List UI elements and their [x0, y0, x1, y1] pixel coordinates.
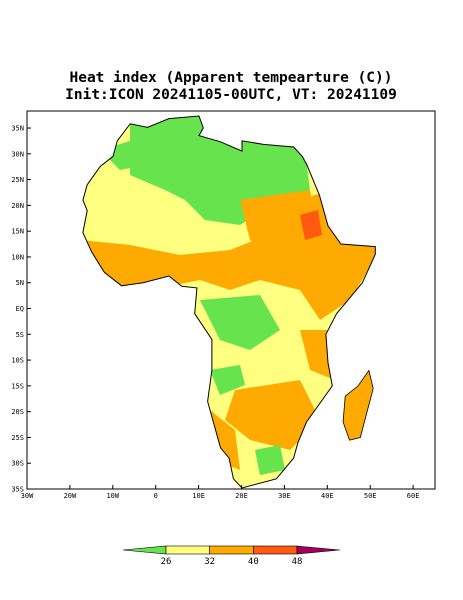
colorbar-label: 40 [248, 557, 259, 567]
x-tick-label: 20W [64, 492, 77, 500]
y-tick-label: 35N [11, 125, 24, 133]
y-tick-label: 15N [11, 228, 24, 236]
x-tick-label: 60E [407, 492, 420, 500]
x-tick-label: 0 [154, 492, 158, 500]
colorbar-label: 48 [292, 557, 303, 567]
x-tick-label: 50E [364, 492, 377, 500]
y-tick-label: EQ [16, 305, 24, 313]
y-tick-label: 5S [16, 331, 24, 339]
axes: 30W 20W 10W 0 10E 20E 30E 40E 50E 60E 35S 30S 25S 20S… [11, 125, 419, 500]
zone [200, 295, 280, 350]
x-tick-label: 30E [278, 492, 291, 500]
y-tick-label: 20N [11, 202, 24, 210]
zone [100, 135, 150, 170]
colorbar-low [122, 545, 167, 555]
y-tick-label: 30S [11, 460, 24, 468]
x-tick-label: 40E [321, 492, 334, 500]
colorbar-box [165, 545, 210, 555]
y-tick-label: 30N [11, 150, 24, 158]
y-tick-label: 20S [11, 408, 24, 416]
subtitle: Init:ICON 20241105-00UTC, VT: 20241109 [65, 87, 397, 103]
y-tick-label: 35S [11, 486, 24, 494]
y-tick-label: 15S [11, 382, 24, 390]
title: Heat index (Apparent tempearture (C)) [69, 70, 392, 86]
zone [255, 445, 285, 475]
colorbar-box [209, 545, 254, 555]
colorbar-label: 32 [204, 557, 215, 567]
y-tick-label: 25N [11, 176, 24, 184]
x-tick-label: 10W [106, 492, 119, 500]
zone [300, 210, 322, 240]
x-tick-label: 10E [192, 492, 205, 500]
x-tick-label: 30W [21, 492, 34, 500]
y-tick-label: 10S [11, 357, 24, 365]
colorbar: 26 32 40 48 [122, 545, 341, 567]
zone [225, 380, 320, 450]
zone [210, 365, 245, 395]
madagascar [342, 369, 374, 441]
y-tick-label: 25S [11, 434, 24, 442]
y-tick-label: 5N [16, 279, 24, 287]
y-tick-label: 10N [11, 253, 24, 261]
colorbar-box [253, 545, 298, 555]
land [82, 115, 376, 489]
x-tick-label: 20E [235, 492, 248, 500]
map-frame [26, 110, 436, 490]
africa [82, 116, 376, 488]
zone [240, 190, 320, 260]
colorbar-high [296, 545, 341, 555]
colorbar-label: 26 [161, 557, 172, 567]
